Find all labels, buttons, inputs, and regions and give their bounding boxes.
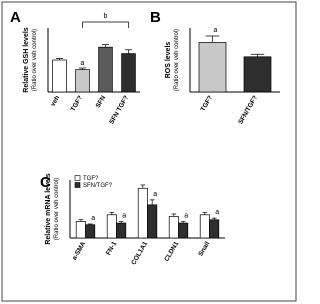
annotation: a — [184, 212, 188, 219]
x-tick-label: SFN — [95, 94, 108, 109]
error-bar — [180, 221, 186, 224]
x-tick-label: a-SMA — [71, 240, 87, 261]
error-bar — [102, 44, 109, 48]
y-axis-title: Relative mRNA levels — [45, 173, 52, 244]
legend-label: TGF? — [83, 176, 99, 182]
annotation: a — [214, 27, 218, 34]
bar — [147, 204, 158, 239]
error-bar — [250, 53, 265, 57]
bar — [52, 59, 67, 93]
error-bar — [202, 211, 208, 215]
x-tick-label: FN-1 — [105, 240, 118, 256]
error-bar — [118, 221, 124, 224]
bar — [121, 53, 136, 93]
bar — [85, 224, 96, 239]
bar — [98, 46, 113, 93]
legend-swatch — [74, 182, 81, 188]
panel-label: A — [10, 9, 21, 26]
bar — [168, 216, 179, 239]
legend-swatch — [74, 175, 81, 181]
error-bar — [109, 211, 115, 215]
y-axis-title: Relative GSH levels — [23, 27, 30, 92]
panel-label: C — [40, 174, 51, 191]
error-bar — [205, 35, 220, 43]
legend-label: SFN/TGF? — [83, 183, 113, 189]
error-bar — [87, 223, 93, 225]
y-axis-note: (Ratio over veh control) — [32, 29, 38, 91]
annotation: a — [81, 60, 85, 67]
panel-label: B — [150, 9, 161, 26]
y-axis-title: ROS levels — [165, 42, 172, 79]
annotation: a — [91, 215, 95, 222]
bar — [178, 222, 189, 239]
y-axis-note: (Ratio over veh control) — [174, 29, 180, 91]
annotation: b — [104, 13, 108, 20]
x-tick-label: SFN/TGF? — [237, 94, 259, 125]
bar — [198, 42, 227, 93]
x-tick-label: SFN TGF? — [108, 94, 130, 125]
annotation: a — [153, 191, 157, 198]
bar — [75, 221, 86, 239]
x-tick-label: TGF? — [200, 94, 215, 112]
x-tick-label: veh — [50, 94, 62, 107]
x-tick-label: Snail — [197, 240, 211, 257]
bar — [106, 214, 117, 239]
error-bar — [125, 49, 132, 54]
x-tick-label: TGF? — [70, 94, 85, 112]
x-tick-label: CLDN1 — [163, 240, 180, 263]
error-bar — [140, 184, 146, 189]
annotation: a — [122, 212, 126, 219]
x-tick-label: COL1A1 — [130, 240, 149, 266]
error-bar — [211, 217, 217, 220]
error-bar — [79, 67, 86, 70]
y-axis-note: (Ratio over veh control) — [54, 178, 60, 240]
bar — [137, 187, 148, 239]
error-bar — [78, 219, 84, 222]
error-bar — [56, 58, 63, 60]
error-bar — [171, 213, 177, 217]
bar — [209, 219, 220, 239]
bracket — [82, 21, 129, 28]
bar — [243, 56, 272, 93]
frame — [1, 1, 297, 302]
bar — [75, 69, 90, 93]
bar — [116, 222, 127, 239]
annotation: a — [215, 209, 219, 216]
error-bar — [149, 199, 155, 205]
bar — [199, 214, 210, 239]
